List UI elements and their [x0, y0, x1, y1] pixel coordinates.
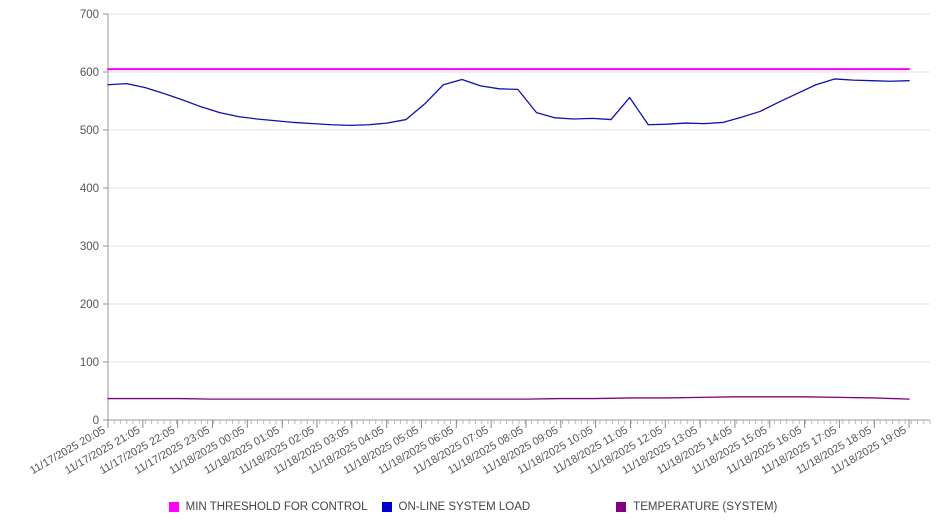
gridlines: [107, 13, 930, 421]
chart-legend: MIN THRESHOLD FOR CONTROL ON-LINE SYSTEM…: [0, 496, 946, 518]
y-axis-tick-labels: 0 100 200 300 400 500 600 700: [80, 9, 99, 427]
series-line-1: [107, 78, 910, 127]
legend-item-online-system-load[interactable]: ON-LINE SYSTEM LOAD: [381, 501, 531, 513]
x-tick-marks: [107, 420, 910, 428]
legend-item-min-threshold[interactable]: MIN THRESHOLD FOR CONTROL: [168, 501, 368, 513]
y-tick-label: 500: [80, 125, 99, 137]
legend-swatch-temperature: [616, 502, 627, 512]
legend-swatch-online-system-load: [381, 502, 392, 512]
y-tick-label: 300: [80, 241, 99, 253]
y-tick-marks: [103, 13, 108, 421]
legend-label-temperature: TEMPERATURE (SYSTEM): [633, 501, 778, 513]
series-lines: [107, 68, 911, 400]
legend-item-temperature[interactable]: TEMPERATURE (SYSTEM): [616, 501, 777, 513]
y-tick-label: 200: [80, 299, 99, 311]
y-tick-label: 400: [80, 183, 99, 195]
y-tick-label: 700: [80, 9, 99, 21]
series-line-2: [107, 396, 910, 400]
y-tick-label: 100: [80, 357, 99, 369]
legend-label-min-threshold: MIN THRESHOLD FOR CONTROL: [185, 501, 368, 513]
y-tick-label: 0: [93, 415, 99, 427]
legend-swatch-min-threshold: [168, 502, 179, 512]
legend-label-online-system-load: ON-LINE SYSTEM LOAD: [398, 501, 531, 513]
y-tick-label: 600: [80, 67, 99, 79]
